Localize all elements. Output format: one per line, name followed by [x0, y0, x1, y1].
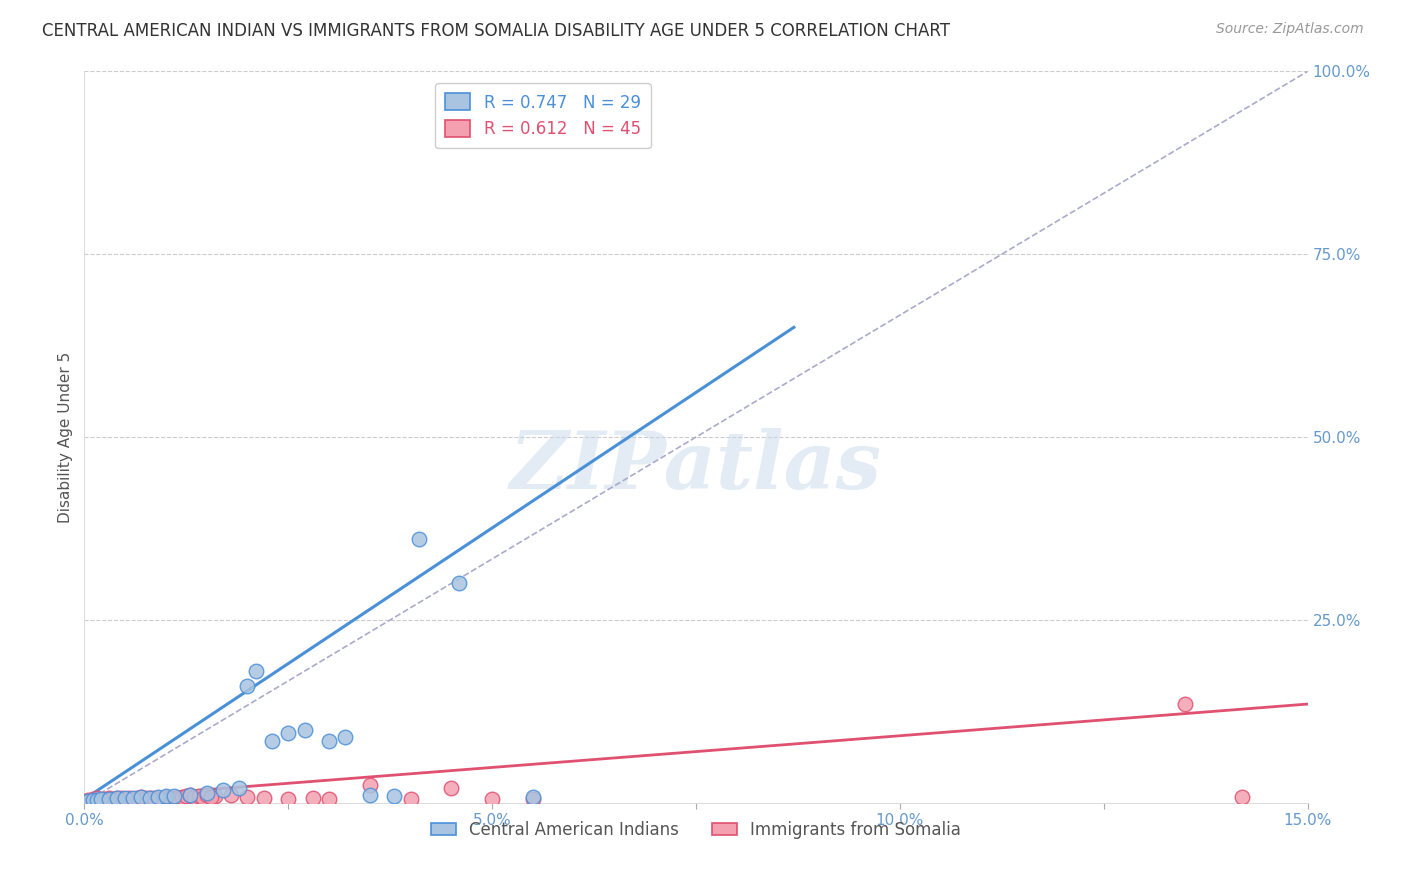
- Point: [1232, 789, 1254, 804]
- Point: [449, 576, 471, 591]
- Point: [105, 791, 128, 805]
- Point: [179, 789, 201, 803]
- Point: [204, 789, 226, 804]
- Point: [253, 790, 276, 805]
- Point: [399, 792, 422, 806]
- Point: [118, 791, 141, 805]
- Point: [179, 788, 201, 802]
- Point: [86, 791, 108, 805]
- Point: [135, 791, 157, 805]
- Text: CENTRAL AMERICAN INDIAN VS IMMIGRANTS FROM SOMALIA DISABILITY AGE UNDER 5 CORREL: CENTRAL AMERICAN INDIAN VS IMMIGRANTS FR…: [42, 22, 950, 40]
- Y-axis label: Disability Age Under 5: Disability Age Under 5: [58, 351, 73, 523]
- Point: [228, 781, 250, 796]
- Point: [86, 793, 108, 807]
- Point: [122, 791, 145, 805]
- Point: [183, 789, 205, 804]
- Point: [236, 789, 259, 804]
- Point: [110, 791, 132, 805]
- Point: [155, 789, 177, 804]
- Point: [335, 730, 357, 744]
- Point: [138, 790, 160, 805]
- Point: [277, 726, 299, 740]
- Point: [195, 786, 218, 800]
- Point: [82, 793, 104, 807]
- Point: [172, 789, 194, 804]
- Point: [155, 789, 177, 804]
- Point: [93, 792, 115, 806]
- Point: [97, 792, 120, 806]
- Point: [219, 788, 242, 802]
- Point: [440, 781, 463, 796]
- Point: [131, 789, 153, 804]
- Text: ZIPatlas: ZIPatlas: [510, 427, 882, 505]
- Point: [195, 789, 218, 803]
- Point: [150, 791, 173, 805]
- Point: [277, 792, 299, 806]
- Point: [159, 790, 181, 805]
- Point: [90, 793, 112, 807]
- Point: [77, 794, 100, 808]
- Point: [105, 790, 128, 805]
- Point: [481, 792, 503, 806]
- Point: [174, 789, 197, 804]
- Point: [212, 782, 235, 797]
- Point: [127, 791, 149, 805]
- Point: [122, 792, 145, 806]
- Point: [146, 789, 169, 804]
- Point: [318, 792, 340, 806]
- Point: [114, 792, 136, 806]
- Point: [146, 790, 169, 805]
- Point: [97, 791, 120, 805]
- Point: [131, 789, 153, 804]
- Point: [163, 789, 186, 804]
- Point: [138, 790, 160, 805]
- Point: [1174, 697, 1197, 711]
- Point: [522, 792, 544, 806]
- Point: [382, 789, 405, 804]
- Point: [142, 791, 165, 805]
- Point: [318, 733, 340, 747]
- Point: [200, 789, 222, 804]
- Point: [114, 790, 136, 805]
- Point: [359, 778, 381, 792]
- Point: [522, 789, 544, 804]
- Point: [245, 664, 267, 678]
- Point: [191, 790, 214, 805]
- Point: [236, 679, 259, 693]
- Point: [82, 792, 104, 806]
- Legend: Central American Indians, Immigrants from Somalia: Central American Indians, Immigrants fro…: [425, 814, 967, 846]
- Point: [90, 792, 112, 806]
- Point: [408, 533, 430, 547]
- Point: [187, 789, 209, 804]
- Point: [260, 733, 283, 747]
- Point: [77, 793, 100, 807]
- Point: [359, 789, 381, 803]
- Point: [294, 723, 316, 737]
- Point: [167, 790, 190, 805]
- Text: Source: ZipAtlas.com: Source: ZipAtlas.com: [1216, 22, 1364, 37]
- Point: [163, 791, 186, 805]
- Point: [301, 791, 323, 805]
- Point: [101, 792, 124, 806]
